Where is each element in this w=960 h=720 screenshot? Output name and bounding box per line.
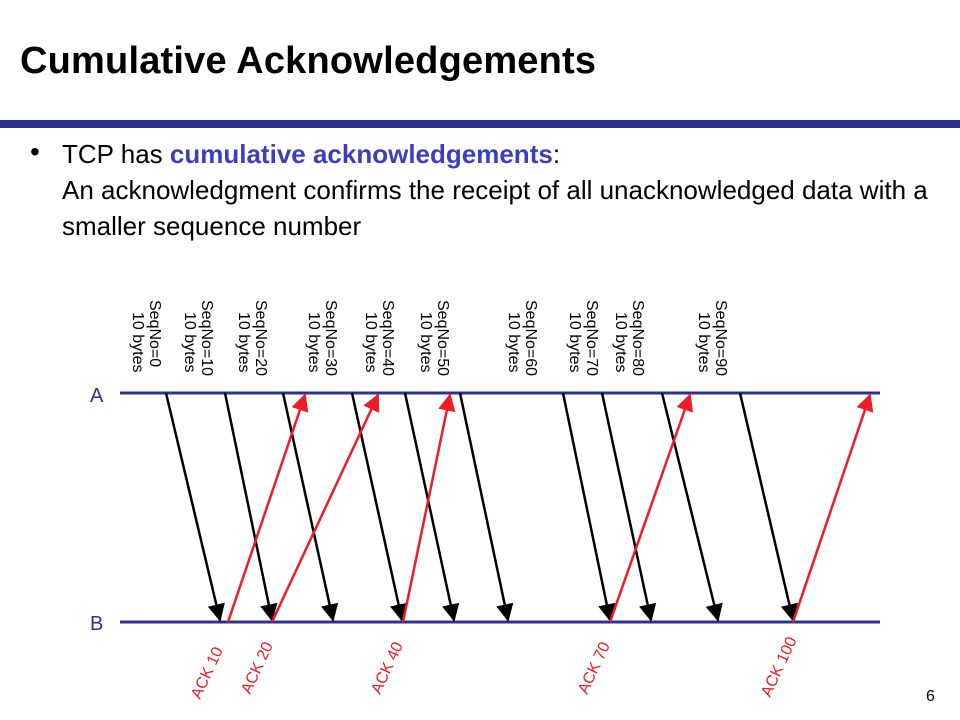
segment-seq: SeqNo=20 xyxy=(252,300,269,376)
segment-arrow xyxy=(561,392,616,622)
bullet-highlight: cumulative acknowledgements xyxy=(169,139,553,169)
ack-arrow xyxy=(270,393,380,623)
segment-seq: SeqNo=50 xyxy=(434,300,451,376)
segment-size: 10 bytes xyxy=(305,312,322,372)
segment-size: 10 bytes xyxy=(417,312,434,372)
segment-seq: SeqNo=70 xyxy=(583,300,600,376)
slide-title: Cumulative Acknowledgements xyxy=(20,40,597,82)
segment-seq: SeqNo=0 xyxy=(146,300,163,367)
segment-seq: SeqNo=40 xyxy=(379,300,396,376)
ack-label: ACK 10 xyxy=(188,644,227,701)
bullet-text: TCP has cumulative acknowledgements: An … xyxy=(62,136,942,244)
segment-seq: SeqNo=30 xyxy=(322,300,339,376)
segment-seq: SeqNo=10 xyxy=(198,300,215,376)
segment-size: 10 bytes xyxy=(235,312,252,372)
ack-label: ACK 20 xyxy=(238,639,277,696)
ack-label: ACK 70 xyxy=(575,639,614,696)
bullet-body: An acknowledgment confirms the receipt o… xyxy=(62,175,928,241)
bullet-line-1: TCP has cumulative acknowledgements: xyxy=(62,136,942,172)
host-b-label: B xyxy=(90,613,103,635)
segment-arrow xyxy=(738,392,798,622)
bullet-prefix: TCP has xyxy=(62,139,170,169)
ack-arrow xyxy=(608,393,694,623)
ack-arrow xyxy=(791,393,874,623)
ack-arrows xyxy=(226,393,874,623)
segment-arrow xyxy=(223,392,278,622)
ack-arrow xyxy=(401,393,456,623)
ack-labels: ACK 10 ACK 20 ACK 40 ACK 70 ACK 100 xyxy=(188,634,801,701)
ack-label: ACK 100 xyxy=(758,634,801,699)
segment-seq: SeqNo=60 xyxy=(522,300,539,376)
segment-size: 10 bytes xyxy=(695,312,712,372)
segment-seq: SeqNo=80 xyxy=(629,300,646,376)
ack-arrow xyxy=(226,393,309,623)
segment-size: 10 bytes xyxy=(362,312,379,372)
segment-arrow xyxy=(350,392,408,622)
segment-seq: SeqNo=90 xyxy=(712,300,729,376)
segment-size: 10 bytes xyxy=(505,312,522,372)
page-number: 6 xyxy=(926,688,935,705)
segment-size: 10 bytes xyxy=(181,312,198,372)
segment-arrow xyxy=(281,392,339,622)
segment-arrow xyxy=(600,392,657,622)
segment-arrow xyxy=(458,392,514,622)
bullet-suffix: : xyxy=(552,139,561,169)
segment-size: 10 bytes xyxy=(129,312,146,372)
host-a-label: A xyxy=(90,385,104,407)
segment-arrow xyxy=(660,392,723,622)
ack-label: ACK 40 xyxy=(368,639,407,696)
segment-arrow xyxy=(164,392,225,622)
segment-arrow xyxy=(403,392,460,622)
title-divider xyxy=(0,120,960,128)
segment-arrows xyxy=(164,392,798,622)
segment-size: 10 bytes xyxy=(566,312,583,372)
timelines xyxy=(120,391,880,624)
segment-label: SeqNo=010 bytes xyxy=(129,300,163,372)
bullet-marker: • xyxy=(30,136,40,167)
segment-size: 10 bytes xyxy=(612,312,629,372)
